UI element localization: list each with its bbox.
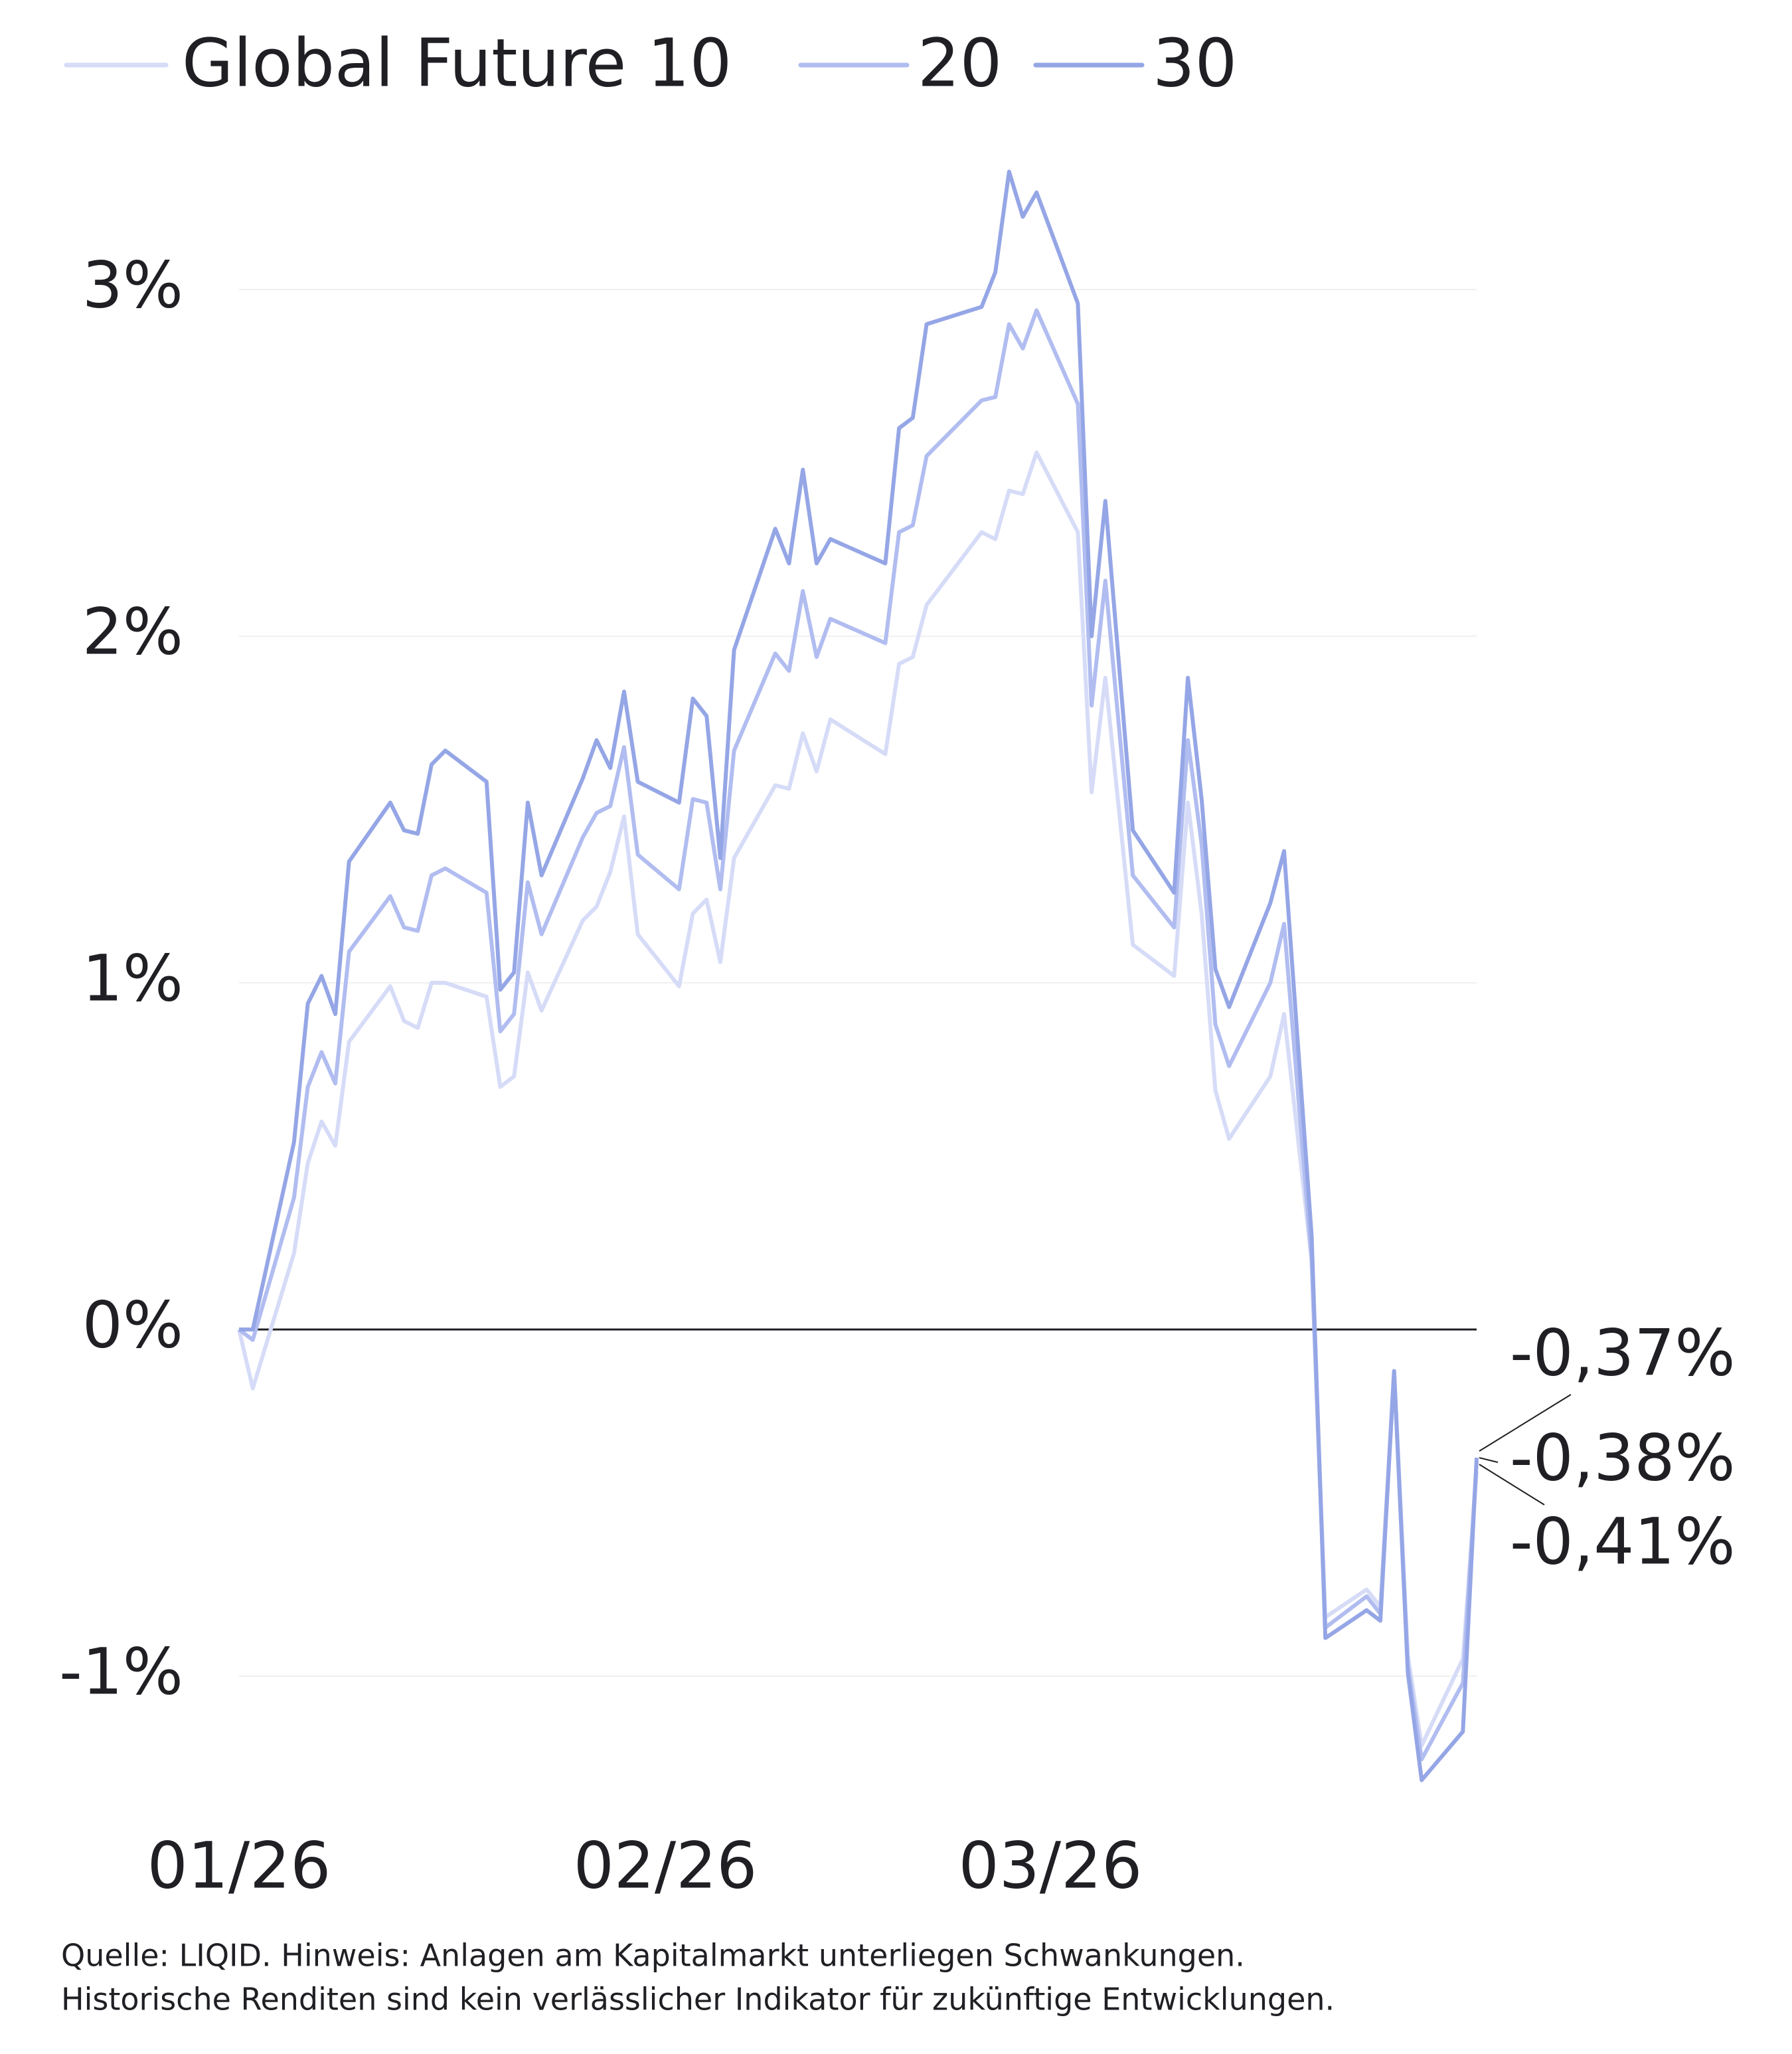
legend-label: Global Future 10 [182, 24, 732, 102]
y-tick-label: 0% [82, 1288, 183, 1362]
annotation-connector [1479, 1394, 1572, 1452]
y-tick-label: -1% [59, 1634, 183, 1709]
y-tick-label: 1% [82, 941, 183, 1015]
x-tick-label: 03/26 [959, 1828, 1143, 1903]
annotation-connector [1479, 1457, 1499, 1463]
source-note: Historische Renditen sind kein verlässli… [61, 1982, 1335, 2017]
annotation-connector [1479, 1464, 1545, 1505]
source-note: Quelle: LIQID. Hinweis: Anlagen am Kapit… [61, 1938, 1245, 1974]
series-line [238, 308, 1479, 1762]
annotation-label: -0,37% [1510, 1316, 1736, 1390]
x-tick-label: 02/26 [574, 1828, 758, 1903]
legend-label: 30 [1153, 24, 1237, 102]
y-tick-label: 3% [82, 248, 183, 322]
series-line [237, 450, 1479, 1748]
series-line [239, 169, 1479, 1782]
annotation-label: -0,38% [1510, 1420, 1736, 1495]
annotation-label: -0,41% [1510, 1504, 1736, 1579]
legend-label: 20 [918, 24, 1002, 102]
x-tick-label: 01/26 [147, 1828, 331, 1903]
y-tick-label: 2% [82, 594, 183, 669]
